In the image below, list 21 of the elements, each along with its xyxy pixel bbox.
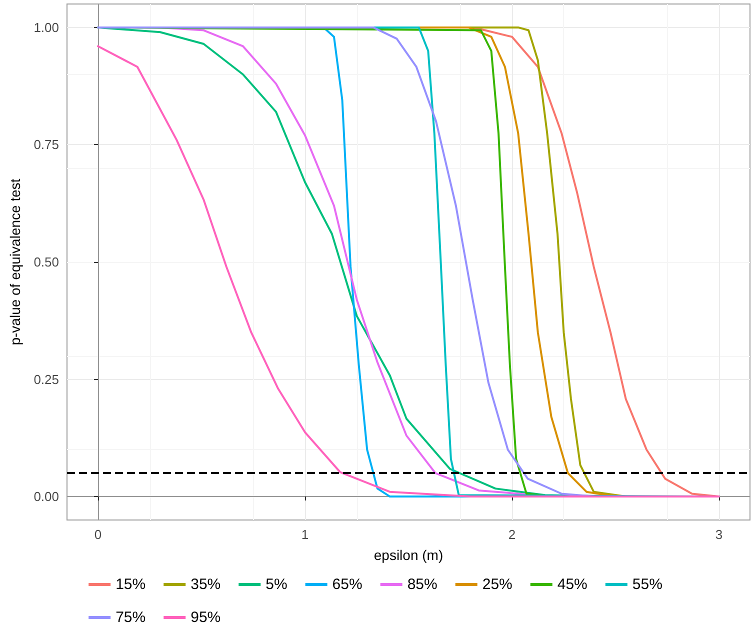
y-tick-label: 0.00 [34,489,59,504]
y-tick-label: 0.75 [34,137,59,152]
x-axis-title: epsilon (m) [374,547,444,563]
legend-label: 75% [116,609,146,626]
y-tick-label: 0.50 [34,254,59,270]
legend-label: 15% [116,576,146,593]
legend-label: 85% [407,576,438,593]
legend-label: 5% [266,576,288,593]
y-axis-title: p-value of equivalence test [7,178,23,346]
x-tick-label: 0 [94,527,102,542]
y-tick-label: 1.00 [34,20,59,35]
legend-label: 45% [557,576,588,593]
x-tick-label: 2 [508,527,516,542]
legend-label: 65% [332,576,362,593]
legend-label: 25% [482,576,512,593]
y-tick-label: 0.25 [34,372,59,387]
x-tick-label: 3 [715,527,723,542]
legend-label: 35% [190,576,221,593]
legend-label: 95% [190,609,221,626]
x-tick-label: 1 [301,527,309,542]
legend-label: 55% [632,576,662,593]
